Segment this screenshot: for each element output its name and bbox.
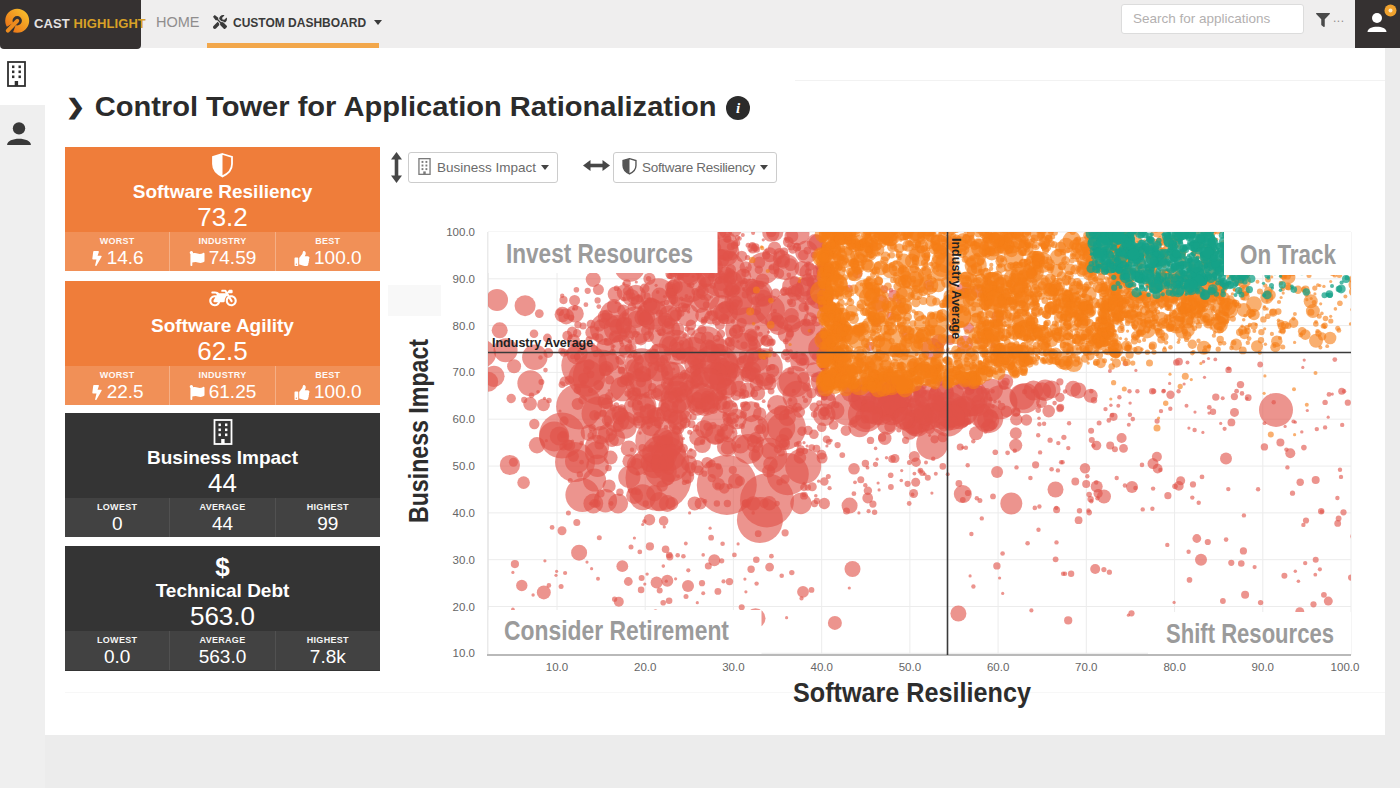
svg-text:80.0: 80.0: [453, 320, 475, 332]
svg-text:10.0: 10.0: [453, 647, 475, 659]
svg-text:70.0: 70.0: [453, 366, 475, 378]
svg-text:90.0: 90.0: [453, 273, 475, 285]
svg-text:On Track: On Track: [1240, 239, 1336, 270]
svg-text:Business Impact: Business Impact: [403, 339, 434, 523]
svg-text:Software Resiliency: Software Resiliency: [793, 677, 1031, 708]
svg-text:100.0: 100.0: [1331, 661, 1360, 673]
svg-text:90.0: 90.0: [1252, 661, 1274, 673]
svg-text:40.0: 40.0: [811, 661, 833, 673]
svg-text:80.0: 80.0: [1163, 661, 1185, 673]
svg-text:10.0: 10.0: [546, 661, 568, 673]
svg-text:Consider Retirement: Consider Retirement: [504, 615, 729, 646]
svg-text:Industry Average: Industry Average: [949, 238, 963, 339]
svg-text:50.0: 50.0: [899, 661, 921, 673]
svg-text:60.0: 60.0: [453, 413, 475, 425]
svg-text:40.0: 40.0: [453, 507, 475, 519]
svg-text:60.0: 60.0: [987, 661, 1009, 673]
svg-text:20.0: 20.0: [453, 601, 475, 613]
svg-text:Industry Average: Industry Average: [492, 336, 593, 350]
svg-text:70.0: 70.0: [1075, 661, 1097, 673]
svg-text:20.0: 20.0: [634, 661, 656, 673]
svg-text:Invest Resources: Invest Resources: [506, 238, 693, 269]
svg-text:30.0: 30.0: [722, 661, 744, 673]
svg-text:50.0: 50.0: [453, 460, 475, 472]
svg-text:100.0: 100.0: [446, 226, 475, 238]
svg-text:30.0: 30.0: [453, 554, 475, 566]
svg-text:Shift Resources: Shift Resources: [1166, 618, 1334, 649]
